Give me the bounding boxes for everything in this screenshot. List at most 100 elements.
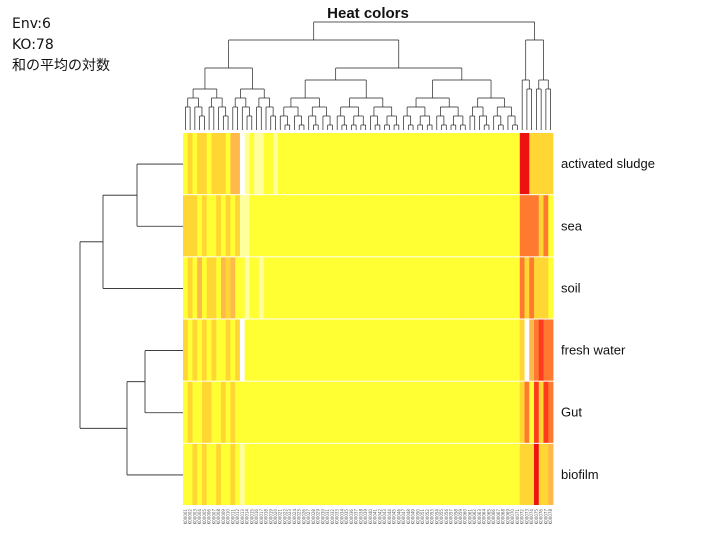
heatmap-cell (344, 257, 350, 319)
heatmap-cell (201, 257, 208, 319)
heatmap-cell (453, 381, 459, 443)
heatmap-cell (443, 195, 450, 257)
column-label: K00032 (330, 509, 335, 525)
heatmap-cell (358, 381, 364, 443)
heatmap-cell (311, 257, 317, 319)
heatmap-cell (254, 443, 260, 505)
heatmap-cell (405, 133, 412, 195)
heatmap-cell (358, 319, 364, 381)
heatmap-cell (258, 257, 265, 319)
heatmap-cell (235, 133, 241, 195)
heatmap-cell (515, 319, 521, 381)
heatmap-cell (339, 443, 345, 505)
heatmap-cell (382, 133, 388, 195)
row-label: fresh water (561, 343, 626, 358)
heatmap-cell (424, 133, 431, 195)
heatmap-cell (344, 319, 350, 381)
heatmap-cell (363, 133, 369, 195)
row-label: biofilm (561, 467, 599, 482)
heatmap-cell (415, 381, 421, 443)
heatmap-cell (197, 319, 203, 381)
heatmap-cell (410, 133, 416, 195)
heatmap-cell (467, 319, 473, 381)
heatmap-cell (443, 257, 450, 319)
row-dendrogram (79, 163, 183, 476)
heatmap-cell (339, 133, 345, 195)
column-label: K00046 (396, 509, 401, 525)
heatmap-cell (349, 443, 355, 505)
heatmap-cell (230, 195, 236, 257)
heatmap-cell (377, 319, 383, 381)
column-label: K00057 (449, 509, 454, 525)
heatmap-cell (258, 381, 265, 443)
heatmap-cell (448, 257, 454, 319)
heatmap-cell (330, 319, 336, 381)
heatmap-cell (315, 381, 321, 443)
heatmap-cell (529, 195, 535, 257)
heatmap-cell (453, 443, 459, 505)
heatmap-cell (268, 133, 274, 195)
column-label: K00030 (320, 509, 325, 525)
heatmap-cell (477, 443, 483, 505)
column-label: K00055 (439, 509, 444, 525)
heatmap-cell (524, 195, 530, 257)
heatmap-cell (225, 257, 231, 319)
heatmap-cell (315, 257, 321, 319)
heatmap-cell (405, 443, 412, 505)
heatmap-cell (443, 443, 450, 505)
heatmap-cell (386, 257, 393, 319)
column-label: K00043 (382, 509, 387, 525)
heatmap-cell (472, 443, 478, 505)
heatmap-cell (467, 195, 473, 257)
heatmap-cell (439, 195, 445, 257)
heatmap-cell (358, 443, 364, 505)
column-label: K00062 (472, 509, 477, 525)
heatmap-cell (220, 195, 227, 257)
column-label: K00020 (273, 509, 278, 525)
heatmap-cell (273, 257, 279, 319)
heatmap-cell (401, 381, 407, 443)
column-label: K00007 (211, 509, 216, 525)
heatmap-cell (429, 319, 435, 381)
heatmap-cell (325, 195, 331, 257)
column-labels: K00001 K00002 K00003 K00004 K00005 K00006 K000… (183, 509, 553, 525)
heatmap-cell (292, 195, 298, 257)
heatmap-cell (467, 381, 473, 443)
heatmap-cell (292, 257, 298, 319)
heatmap-cell (534, 381, 540, 443)
heatmap-cell (410, 381, 416, 443)
heatmap-cell (277, 133, 284, 195)
heatmap-cell (491, 195, 497, 257)
heatmap-cell (496, 319, 502, 381)
heatmap-cell (292, 381, 298, 443)
heatmap-cell (220, 257, 227, 319)
heatmap-cell (405, 195, 412, 257)
heatmap-cell (183, 443, 189, 505)
heatmap-cell (273, 319, 279, 381)
heatmap-cell (325, 319, 331, 381)
heatmap-cell (249, 319, 255, 381)
heatmap-cell (358, 195, 364, 257)
heatmap-cell (206, 195, 212, 257)
heatmap-cell (515, 195, 521, 257)
heatmap-cell (183, 257, 189, 319)
heatmap-cell (415, 195, 421, 257)
heatmap-cell (225, 443, 231, 505)
column-label: K00063 (477, 509, 482, 525)
heatmap-cell (225, 381, 231, 443)
ko-count: KO:78 (12, 37, 54, 53)
heatmap-cell (519, 443, 525, 505)
heatmap-cell (505, 195, 511, 257)
heatmap-cell (249, 257, 255, 319)
heatmap-cell (434, 319, 440, 381)
heatmap-cell (524, 133, 530, 195)
column-label: K00024 (292, 509, 297, 525)
heatmap-cell (268, 257, 274, 319)
column-label: K00028 (311, 509, 316, 525)
heatmap-cell (401, 257, 407, 319)
heatmap-cell (353, 319, 359, 381)
column-label: K00029 (316, 509, 321, 525)
heatmap-cell (311, 381, 317, 443)
heatmap-cell (239, 319, 246, 381)
heatmap-cell (434, 443, 440, 505)
